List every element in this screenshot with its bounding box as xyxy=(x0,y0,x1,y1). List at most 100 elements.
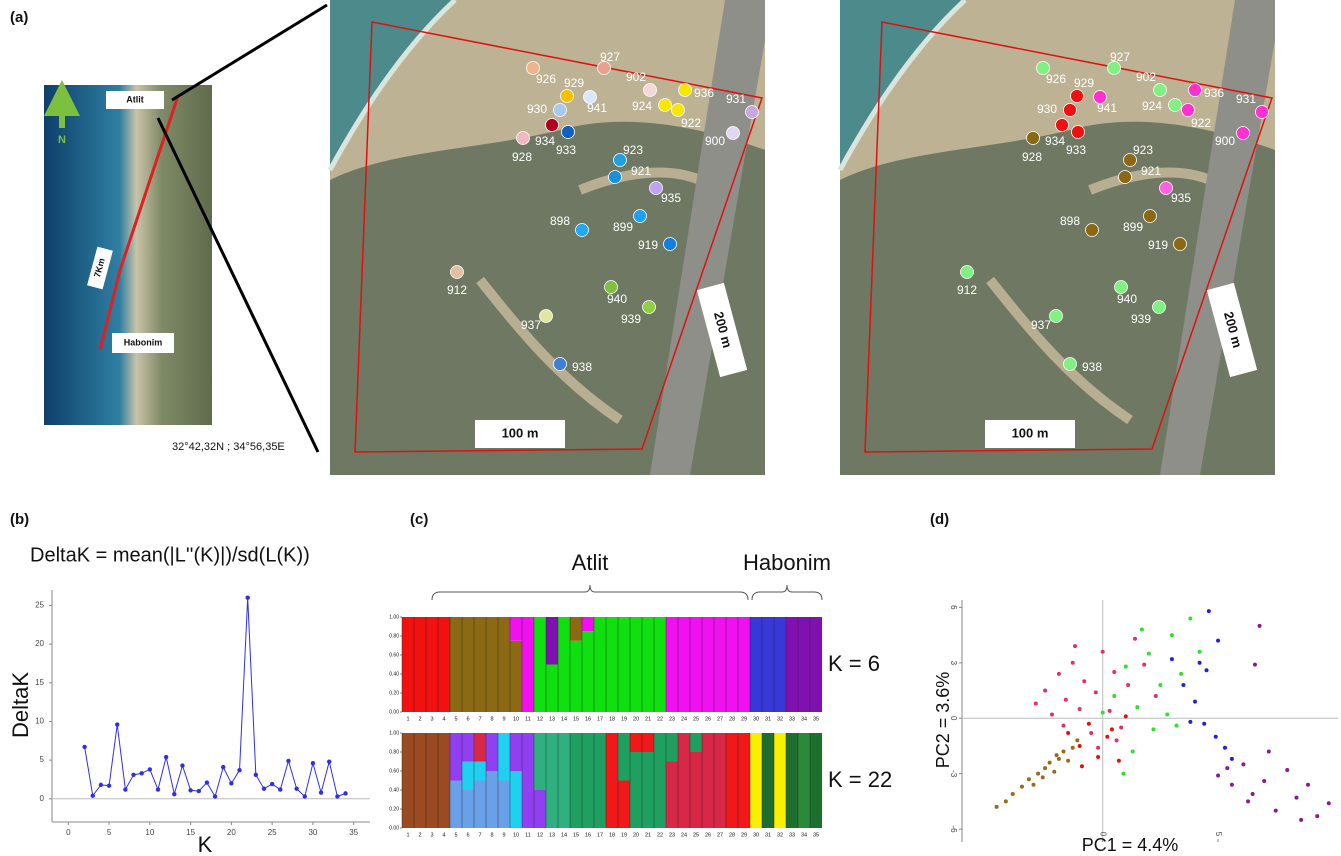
sample-label: 921 xyxy=(631,164,651,178)
sample-label: 939 xyxy=(621,312,641,326)
ancestry-segment xyxy=(630,617,642,712)
ancestry-segment xyxy=(582,617,594,632)
sample-dot xyxy=(1093,90,1107,104)
ancestry-segment xyxy=(714,617,726,712)
panel-label: (b) xyxy=(10,511,29,528)
point xyxy=(1043,766,1048,771)
point xyxy=(1169,657,1174,662)
point xyxy=(994,804,999,809)
population-label: 3 xyxy=(430,832,433,838)
ancestry-segment xyxy=(738,733,750,828)
population-label: 35 xyxy=(813,716,819,722)
population-label: 13 xyxy=(549,716,555,722)
point xyxy=(1206,609,1211,614)
point xyxy=(1250,791,1255,796)
sample-label: 935 xyxy=(1171,191,1191,205)
ancestry-segment xyxy=(498,617,510,712)
point xyxy=(229,781,234,786)
sample-label: 930 xyxy=(527,102,547,116)
ancestry-segment xyxy=(474,780,486,828)
x-tick-label: 35 xyxy=(349,828,358,837)
sample-label: 919 xyxy=(1148,238,1168,252)
population-label: 17 xyxy=(597,716,603,722)
ancestry-segment xyxy=(462,761,474,790)
ancestry-segment xyxy=(414,617,426,712)
population-label: 11 xyxy=(525,716,531,722)
sample-dot xyxy=(1026,131,1040,145)
sample-dot xyxy=(1118,170,1132,184)
point xyxy=(1169,633,1174,638)
sample-dot xyxy=(663,237,677,251)
north-label: N xyxy=(58,134,66,146)
point xyxy=(1151,727,1156,732)
sample-dot xyxy=(643,83,657,97)
sample-label: 900 xyxy=(705,134,725,148)
population-label: 8 xyxy=(490,716,493,722)
point xyxy=(1089,731,1094,736)
sample-label: 902 xyxy=(1136,70,1156,84)
scale-box xyxy=(985,420,1075,448)
ancestry-segment xyxy=(618,733,630,781)
point xyxy=(1070,660,1075,665)
site-map: 100 m 200 m 927 926 929 902 936 931 930 941 924 922… xyxy=(327,0,765,475)
distance-label: 7Km xyxy=(92,257,107,278)
ancestry-segment xyxy=(810,733,822,828)
point xyxy=(1246,799,1251,804)
point xyxy=(1096,745,1101,750)
point xyxy=(1066,758,1071,763)
point xyxy=(1202,721,1207,726)
sample-label: 941 xyxy=(1097,101,1117,115)
sample-dot xyxy=(1153,83,1167,97)
point xyxy=(1066,731,1071,736)
ancestry-segment xyxy=(642,617,654,712)
point xyxy=(90,793,95,798)
point xyxy=(294,786,299,791)
point xyxy=(1174,723,1179,728)
ancestry-segment xyxy=(498,733,510,781)
road xyxy=(1160,0,1275,475)
y-tick-label: 0.40 xyxy=(389,671,399,677)
population-label: 28 xyxy=(729,832,735,838)
point xyxy=(1019,784,1024,789)
population-label: 29 xyxy=(741,832,747,838)
sample-label: 936 xyxy=(694,86,714,100)
y-tick-label: 1.00 xyxy=(389,730,399,736)
ancestry-segment xyxy=(630,752,642,828)
ancestry-segment xyxy=(798,733,810,828)
sample-dot xyxy=(1152,300,1166,314)
ancestry-segment xyxy=(534,617,546,712)
population-label: 19 xyxy=(621,832,627,838)
ancestry-segment xyxy=(534,733,546,790)
ancestry-segment xyxy=(510,771,522,828)
point xyxy=(1146,651,1151,656)
ancestry-segment xyxy=(402,733,414,828)
population-label: 7 xyxy=(478,832,481,838)
population-label: 34 xyxy=(801,716,807,722)
sample-label: 931 xyxy=(1236,92,1256,106)
sample-label: 924 xyxy=(632,99,652,113)
point xyxy=(123,787,128,792)
population-label: 4 xyxy=(442,716,445,722)
ancestry-segment xyxy=(510,640,522,712)
ancestry-segment xyxy=(786,617,798,712)
sample-dot xyxy=(1055,118,1069,132)
scale-box xyxy=(1206,282,1258,378)
sample-label: 899 xyxy=(613,220,633,234)
scale-box xyxy=(475,420,565,448)
x-tick-label: 10 xyxy=(145,828,154,837)
x-tick-label: 0 xyxy=(66,828,71,837)
point xyxy=(1197,649,1202,654)
population-label: 35 xyxy=(813,832,819,838)
sample-label: 912 xyxy=(957,283,977,297)
sample-dot xyxy=(583,90,597,104)
population-label: 2 xyxy=(418,832,421,838)
point xyxy=(1216,773,1221,778)
population-label: 15 xyxy=(573,832,579,838)
population-label: 22 xyxy=(657,832,663,838)
sample-dot xyxy=(1188,83,1202,97)
population-label: 12 xyxy=(537,716,543,722)
ancestry-segment xyxy=(666,761,678,828)
x-axis-title: PC1 = 4.4% xyxy=(1082,835,1179,855)
point xyxy=(106,783,112,788)
ancestry-segment xyxy=(522,617,534,712)
